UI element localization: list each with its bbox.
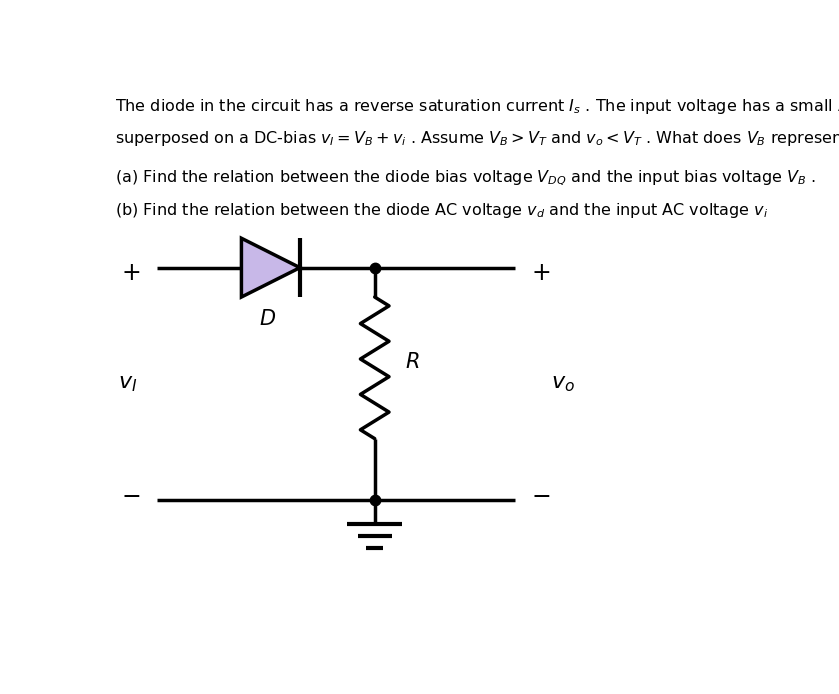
Text: $D$: $D$ <box>259 309 276 329</box>
Text: $+$: $+$ <box>122 261 141 285</box>
Text: $+$: $+$ <box>531 261 550 285</box>
Text: $v_o$: $v_o$ <box>551 374 576 394</box>
Text: $v_I$: $v_I$ <box>118 374 138 394</box>
Text: The diode in the circuit has a reverse saturation current $I_s$ . The input volt: The diode in the circuit has a reverse s… <box>115 96 839 116</box>
Text: superposed on a DC-bias $v_I = V_B + v_i$ . Assume $V_B > V_T$ and $v_o < V_T$ .: superposed on a DC-bias $v_I = V_B + v_i… <box>115 128 839 148</box>
Polygon shape <box>242 238 300 297</box>
Text: $R$: $R$ <box>405 353 420 373</box>
Text: (b) Find the relation between the diode AC voltage $v_d$ and the input AC voltag: (b) Find the relation between the diode … <box>115 201 768 220</box>
Text: $-$: $-$ <box>122 483 141 507</box>
Text: $-$: $-$ <box>531 483 550 507</box>
Text: (a) Find the relation between the diode bias voltage $V_{DQ}$ and the input bias: (a) Find the relation between the diode … <box>115 169 816 188</box>
